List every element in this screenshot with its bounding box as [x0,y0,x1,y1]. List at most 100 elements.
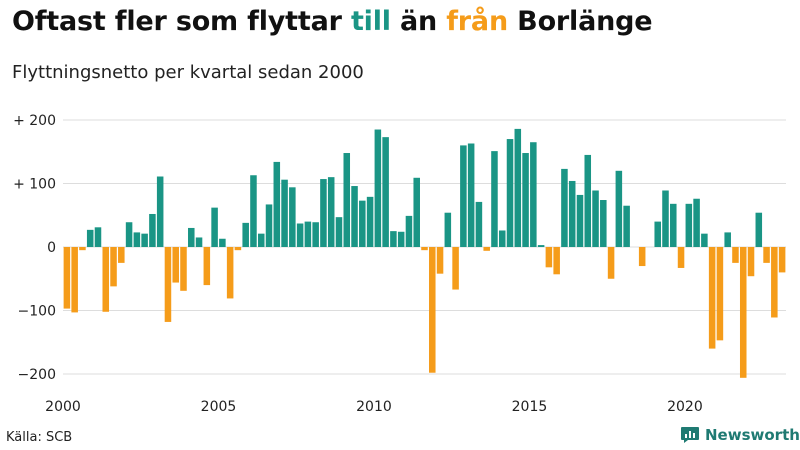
bar [460,145,467,247]
y-tick-label: −100 [18,304,56,320]
bar [670,203,677,247]
chart-subtitle: Flyttningsnetto per kvartal sedan 2000 [12,62,364,83]
bar [219,238,226,248]
bar [327,177,335,247]
bar [382,137,389,247]
bar [732,247,739,263]
bar [351,186,358,247]
bar [677,247,685,268]
bar [553,247,560,275]
bar [118,247,125,263]
bar [94,227,102,247]
bar [623,205,630,247]
bar [335,217,343,247]
bar [716,247,724,341]
bar [296,223,304,247]
title-part-5: Borlänge [507,6,653,37]
bar [724,232,731,248]
bar [615,170,623,247]
bar [498,230,506,247]
bar [421,247,428,251]
bar [203,247,211,286]
bar [250,175,257,247]
bar [491,151,498,248]
x-tick-label: 2010 [356,399,392,415]
bar [576,194,584,247]
x-tick-label: 2020 [667,399,703,415]
bar [304,221,312,247]
bar [514,128,522,247]
title-highlight-till: till [350,6,391,37]
title-part-3: än [390,6,447,37]
bar [366,196,374,247]
bar [429,247,436,373]
bar [413,177,420,247]
bar [693,198,700,247]
x-axis-ticks: 2000 2005 2010 2015 2020 [45,399,703,415]
bar [444,212,452,247]
bar [778,247,786,273]
bar-chart: + 200 + 100 0 −100 −200 2000 2005 2010 2015 2020 [13,113,786,415]
bar [452,247,459,290]
bar [242,222,249,247]
bar [522,153,529,247]
bar [141,233,148,247]
bar [234,247,242,251]
page-title: Oftast fler som flyttar till än från Bor… [12,6,653,37]
bar [149,213,156,247]
brand-name: Newsworthy [705,426,800,444]
bar [188,227,195,247]
bar [79,247,86,251]
bar [133,232,141,248]
y-tick-label: 0 [47,240,56,256]
bar [374,129,382,247]
title-highlight-fran: från [446,6,508,37]
bar [545,247,553,268]
bar [273,161,281,247]
bar [771,247,778,318]
bar [156,176,164,247]
newsworthy-logo: Newsworthy [680,426,800,444]
bar [110,247,117,287]
bar [359,200,366,247]
y-tick-label: + 200 [13,113,56,129]
bars [63,128,786,378]
bar [506,139,514,247]
bar [226,247,234,299]
x-tick-label: 2005 [201,399,237,415]
bar [467,143,475,247]
bar [600,200,607,247]
bar [172,247,179,283]
bar [343,153,351,247]
bar [257,233,265,247]
bar [390,231,397,248]
bar [654,221,661,247]
bar [662,190,669,248]
bar [102,247,110,312]
bar [475,201,483,247]
bar [405,215,413,247]
bar [281,179,288,247]
y-tick-label: −200 [18,367,56,383]
x-tick-label: 2015 [512,399,548,415]
bar [584,154,592,248]
bar [320,179,327,247]
bar [397,231,405,247]
bar [561,168,568,247]
bar [638,247,646,267]
source-note: Källa: SCB [6,430,73,445]
bar [265,204,273,247]
bar [180,247,187,291]
bar [164,247,172,322]
bar [592,190,599,248]
bar-chart-logo-icon [681,427,699,443]
bar [701,233,708,247]
bar [739,247,747,378]
bar [483,247,490,251]
bar [86,229,94,247]
bar [195,237,203,247]
bar [708,247,716,349]
bar [63,247,71,309]
y-tick-label: + 100 [13,177,56,193]
bar [747,247,755,277]
